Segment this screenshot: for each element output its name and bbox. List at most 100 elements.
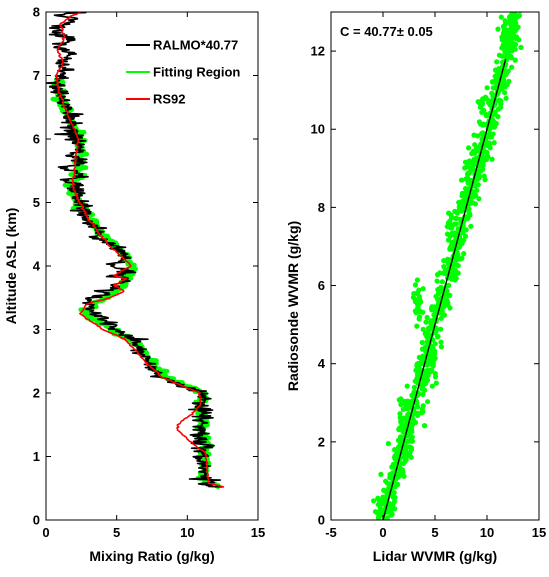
scatter-point: [453, 257, 459, 263]
left-y-tick-label: 4: [33, 259, 41, 274]
scatter-point: [445, 220, 451, 226]
scatter-point: [463, 216, 469, 222]
scatter-point: [466, 170, 472, 176]
right-x-tick-label: 5: [431, 525, 438, 540]
scatter-point: [404, 383, 410, 389]
scatter-point: [407, 444, 413, 450]
scatter-point: [496, 52, 502, 58]
scatter-point: [495, 106, 501, 112]
scatter-point: [413, 367, 419, 373]
left-x-axis-label: Mixing Ratio (g/kg): [89, 548, 214, 564]
scatter-point: [419, 339, 425, 346]
scatter-point: [444, 231, 451, 237]
scatter-point: [415, 372, 421, 378]
scatter-point: [429, 307, 435, 313]
scatter-point: [498, 14, 504, 20]
scatter-point: [495, 114, 501, 120]
scatter-point: [382, 488, 388, 494]
scatter-point: [417, 314, 423, 320]
scatter-point: [417, 361, 423, 367]
scatter-point: [390, 464, 397, 470]
scatter-point: [496, 70, 502, 76]
scatter-point: [502, 36, 508, 43]
scatter-point: [438, 315, 444, 321]
scatter-point: [420, 391, 426, 398]
right-x-axis-label: Lidar WVMR (g/kg): [373, 548, 497, 564]
scatter-point: [438, 285, 444, 291]
left-y-tick-label: 7: [33, 68, 40, 83]
scatter-point: [415, 412, 421, 418]
scatter-point: [438, 344, 444, 350]
left-x-tick-label: 15: [251, 525, 265, 540]
scatter-point: [452, 230, 458, 236]
left-y-tick-label: 2: [33, 386, 40, 401]
scatter-point: [420, 309, 426, 315]
scatter-point: [491, 140, 497, 146]
scatter-point: [388, 512, 394, 518]
scatter-point: [500, 30, 507, 36]
legend-label: RS92: [153, 92, 186, 107]
scatter-point: [473, 192, 479, 198]
scatter-point: [372, 509, 379, 515]
scatter-point: [408, 454, 414, 460]
scatter-point: [411, 291, 417, 297]
scatter-point: [403, 438, 409, 444]
series-line-ralmo-40-77: [46, 12, 223, 488]
scatter-point: [407, 450, 413, 456]
scatter-point: [465, 180, 471, 186]
scatter-point: [391, 495, 397, 501]
right-y-tick-label: 4: [318, 356, 326, 371]
scatter-point: [480, 96, 487, 102]
scatter-point: [503, 95, 509, 101]
scatter-point: [487, 134, 493, 140]
right-y-tick-label: 2: [318, 434, 325, 449]
scatter-point: [445, 237, 452, 243]
legend-label: RALMO*40.77: [153, 38, 238, 53]
scatter-point: [429, 383, 435, 389]
scatter-point: [484, 85, 490, 91]
scatter-point: [400, 470, 406, 476]
legend: RALMO*40.77 Fitting Region RS92: [126, 38, 240, 107]
scatter-point: [486, 99, 492, 106]
scatter-point: [398, 401, 404, 408]
right-x-tick-label: 10: [480, 525, 494, 540]
scatter-point: [453, 275, 459, 281]
scatter-point: [377, 505, 383, 511]
scatter-point: [463, 227, 469, 233]
scatter-point: [474, 187, 480, 193]
scatter-point: [478, 121, 484, 127]
scatter-point: [512, 22, 519, 28]
scatter-point: [433, 380, 439, 386]
scatter-point: [448, 215, 454, 221]
right-y-tick-label: 10: [311, 122, 325, 137]
right-plot-area: [371, 12, 524, 529]
scatter-point: [391, 499, 397, 505]
fit-coefficient-annotation: C = 40.77± 0.05: [340, 24, 433, 39]
left-y-tick-label: 5: [33, 195, 40, 210]
scatter-point: [485, 153, 491, 160]
scatter-point: [461, 237, 467, 243]
scatter-point: [433, 328, 439, 334]
right-y-tick-label: 12: [311, 44, 325, 59]
scatter-point: [497, 86, 503, 92]
scatter-point: [457, 200, 463, 206]
scatter-point: [453, 215, 460, 221]
scatter-point: [414, 323, 420, 329]
scatter-point: [515, 13, 521, 19]
scatter-point: [385, 441, 391, 447]
scatter-point: [480, 166, 486, 173]
scatter-point: [404, 444, 410, 450]
scatter-point: [452, 208, 458, 214]
scatter-point: [454, 262, 460, 268]
right-y-axis-label: Radiosonde WVMR (g/kg): [285, 221, 301, 391]
scatter-point: [449, 241, 455, 247]
legend-label: Fitting Region: [153, 65, 240, 80]
scatter-point: [472, 201, 478, 207]
scatter-point: [387, 524, 392, 529]
scatter-point: [432, 370, 438, 377]
scatter-point: [441, 312, 447, 318]
scatter-point: [400, 429, 406, 435]
scatter-point: [489, 90, 495, 96]
scatter-point: [397, 465, 403, 472]
